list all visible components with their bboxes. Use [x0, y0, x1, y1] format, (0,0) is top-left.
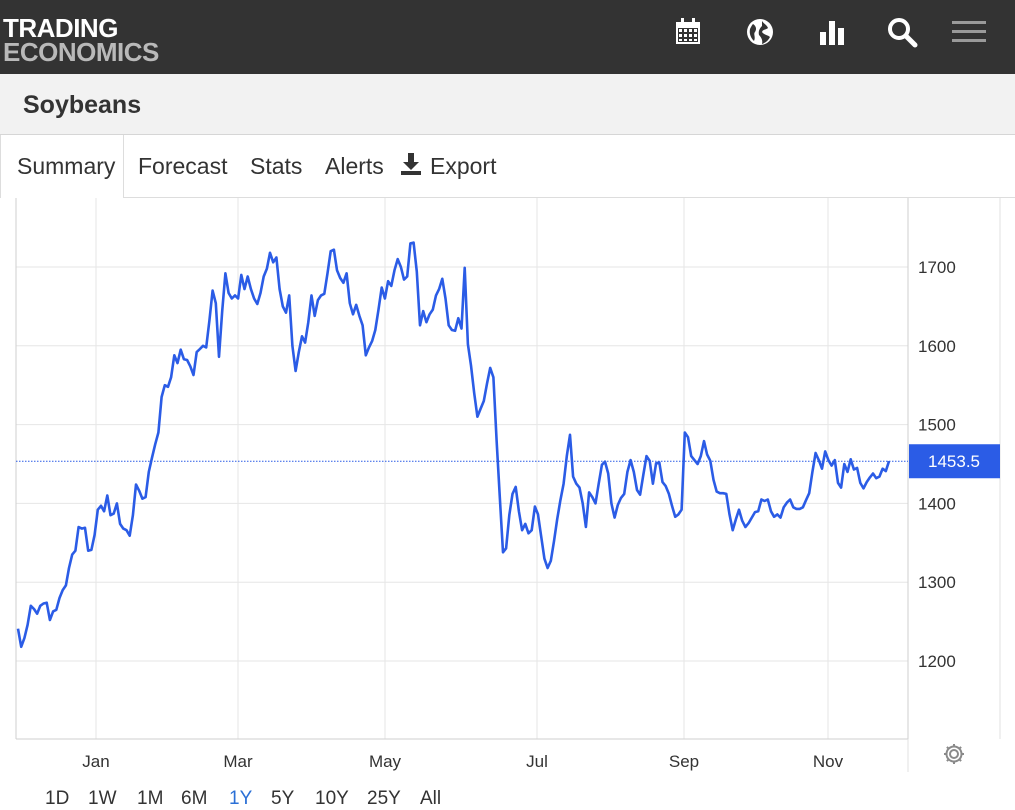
x-tick-label: Jan — [82, 752, 109, 771]
y-tick-label: 1400 — [918, 494, 956, 513]
search-icon[interactable] — [886, 16, 918, 48]
last-price-badge — [909, 444, 1000, 479]
range-button-10y[interactable]: 10Y — [315, 788, 349, 809]
price-chart: 1200 1300 1400 1500 1600 1700 Jan Mar May Jul Sep N… — [0, 198, 1015, 810]
x-tick-label: Sep — [669, 752, 699, 771]
y-tick-label: 1200 — [918, 652, 956, 671]
tab-export-label: Export — [430, 153, 497, 179]
range-button-1w[interactable]: 1W — [88, 788, 117, 809]
tab-stats[interactable]: Stats — [250, 135, 302, 197]
range-button-1m[interactable]: 1M — [137, 788, 164, 809]
tab-summary-label: Summary — [17, 153, 116, 179]
chart-canvas[interactable]: 1200 1300 1400 1500 1600 1700 Jan Mar May Jul Sep N… — [0, 198, 1015, 810]
y-tick-label: 1500 — [918, 416, 956, 435]
title-bar: Soybeans — [0, 74, 1015, 135]
x-tick-label: Nov — [813, 752, 844, 771]
range-selector: 1D 1W 1M 6M 1Y 5Y 10Y 25Y All — [0, 784, 1015, 810]
gear-icon[interactable] — [942, 742, 966, 766]
globe-icon[interactable] — [744, 16, 776, 48]
range-button-25y[interactable]: 25Y — [367, 788, 401, 809]
range-button-all[interactable]: All — [420, 788, 442, 809]
range-button-6m[interactable]: 6M — [181, 788, 208, 809]
logo-line1: TRADING — [3, 13, 118, 43]
tab-bar: Summary Forecast Stats Alerts Export — [0, 135, 1015, 198]
x-tick-label: Jul — [526, 752, 548, 771]
x-tick-label: Mar — [223, 752, 253, 771]
range-button-1y[interactable]: 1Y — [229, 788, 253, 809]
top-navigation-bar: TRADING ECONOMICS — [0, 0, 1015, 74]
y-tick-label: 1600 — [918, 337, 956, 356]
series-line — [16, 241, 891, 649]
tab-alerts-label: Alerts — [325, 153, 384, 179]
y-tick-label: 1300 — [918, 573, 956, 592]
menu-icon[interactable] — [952, 16, 986, 48]
logo-line2: ECONOMICS — [3, 37, 159, 67]
logo[interactable]: TRADING ECONOMICS — [3, 13, 159, 67]
page-title: Soybeans — [23, 91, 142, 119]
last-price-label: 1453.5 — [928, 452, 980, 471]
y-tick-label: 1700 — [918, 258, 956, 277]
bar-chart-icon[interactable] — [816, 16, 848, 48]
tab-forecast[interactable]: Forecast — [138, 135, 227, 197]
calendar-icon[interactable] — [672, 16, 704, 48]
range-button-5y[interactable]: 5Y — [271, 788, 295, 809]
tab-forecast-label: Forecast — [138, 153, 228, 179]
download-icon — [401, 153, 421, 175]
x-tick-label: May — [369, 752, 402, 771]
tab-summary[interactable]: Summary — [0, 135, 124, 198]
range-button-1d[interactable]: 1D — [45, 788, 70, 809]
tab-stats-label: Stats — [250, 153, 303, 179]
tab-alerts[interactable]: Alerts — [325, 135, 384, 197]
